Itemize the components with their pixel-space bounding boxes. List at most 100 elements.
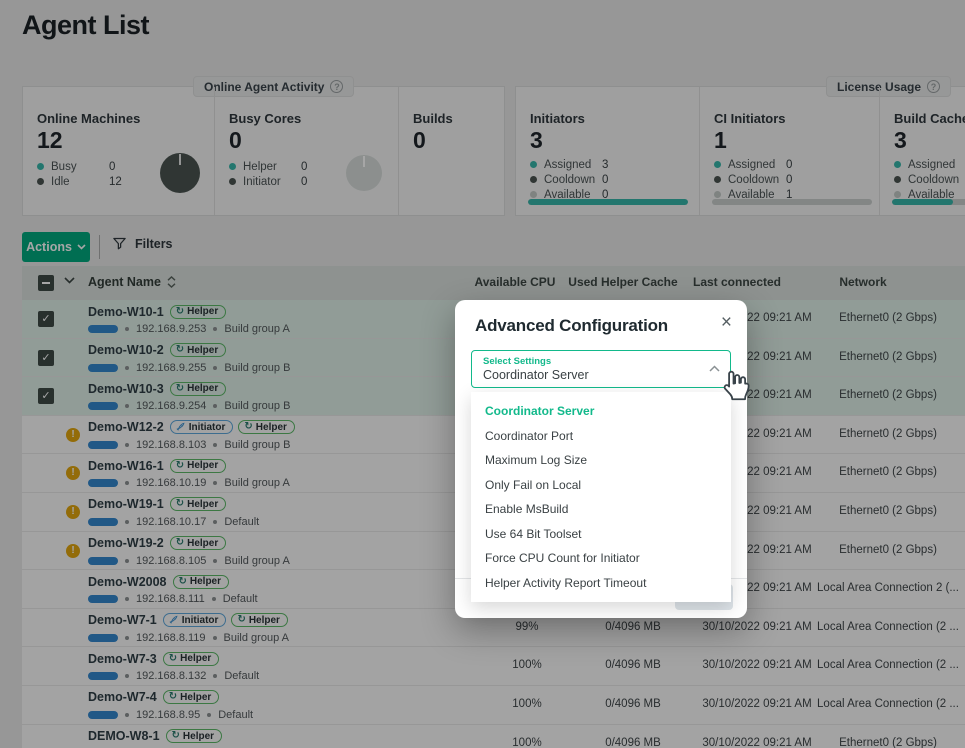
busy-dot (37, 163, 44, 170)
sync-icon: ↻ (175, 459, 185, 471)
cpu-allocation-bar (88, 595, 118, 604)
online-agent-activity-tab[interactable]: Online Agent Activity ? (193, 76, 355, 97)
agent-name[interactable]: Demo-W12-2 (88, 420, 164, 435)
settings-select[interactable]: Select Settings Coordinator Server (471, 350, 731, 388)
build-group: Build group B (224, 400, 291, 413)
network-cell: Local Area Connection (2 ... (817, 620, 959, 633)
table-row[interactable]: ✓ ! Demo-W7-3 ↻Helper 192.168.8.132 Defa… (22, 647, 965, 685)
agent-ip: 192.168.8.111 (136, 593, 205, 606)
chevron-down-icon (77, 244, 86, 250)
chevron-up-icon[interactable] (709, 365, 720, 372)
used-helper-cache-cell: 0/4096 MB (605, 620, 661, 633)
metric-legend: Assigned 3 Cooldown 0 Available 0 (530, 157, 608, 202)
badge-label: Helper (182, 730, 215, 742)
page-title: Agent List (22, 10, 150, 40)
agent-name[interactable]: Demo-W16-1 (88, 458, 164, 473)
close-icon[interactable]: × (720, 312, 732, 333)
row-checkbox[interactable]: ✓ (38, 388, 54, 405)
agent-name[interactable]: Demo-W19-2 (88, 536, 164, 551)
dropdown-option[interactable]: Use 64 Bit Toolset (485, 526, 582, 541)
cpu-allocation-bar (88, 710, 118, 719)
badge-label: Initiator (181, 614, 219, 626)
network-cell: Local Area Connection (2 ... (817, 659, 959, 672)
sync-icon: ↻ (175, 382, 185, 394)
helper-badge: ↻ Helper (231, 613, 288, 628)
badge-label: Helper (180, 653, 212, 665)
sync-icon: ↻ (175, 305, 185, 317)
agent-name[interactable]: Demo-W7-1 (88, 613, 157, 628)
agent-name[interactable]: DEMO-W8-1 (88, 729, 160, 744)
badge-label: Helper (187, 344, 219, 356)
selection-menu-chevron-icon[interactable] (64, 277, 75, 284)
row-checkbox[interactable]: ✓ (38, 311, 54, 327)
rocket-icon (176, 422, 186, 432)
select-all-checkbox[interactable] (38, 275, 54, 291)
available-cpu-cell: 100% (512, 736, 542, 748)
sync-icon: ↻ (237, 614, 246, 626)
filters-button[interactable]: Filters (112, 236, 173, 251)
legend-value: 3 (602, 158, 609, 171)
legend-value: 0 (602, 188, 609, 201)
legend-value: 12 (109, 175, 122, 188)
last-connected-cell: 30/10/2022 09:21 AM (702, 659, 812, 672)
busy-cores-metric: Busy Cores 0 Helper 0 Initiator 0 (214, 87, 398, 215)
toolbar-divider (99, 235, 100, 259)
cpu-allocation-bar (88, 440, 118, 449)
help-icon[interactable]: ? (330, 80, 344, 93)
dropdown-option[interactable]: Maximum Log Size (485, 453, 588, 467)
tab-label: Online Agent Activity (204, 79, 325, 94)
network-cell: Ethernet0 (2 Gbps) (839, 736, 937, 748)
dropdown-option[interactable]: Helper Activity Report Timeout (485, 575, 647, 590)
agent-name[interactable]: Demo-W7-4 (88, 690, 157, 705)
row-checkbox[interactable]: ✓ (38, 349, 54, 366)
sync-icon: ↻ (175, 344, 185, 356)
metric-legend: Helper 0 Initiator 0 (229, 159, 307, 189)
dropdown-option[interactable]: Enable MsBuild (485, 502, 569, 516)
column-header-used-helper-cache[interactable]: Used Helper Cache (568, 275, 678, 289)
last-connected-cell: 30/10/2022 09:21 AM (702, 697, 812, 710)
help-icon[interactable]: ? (927, 80, 941, 93)
build-group: Build group A (224, 554, 290, 567)
agent-ip: 192.168.8.95 (136, 708, 201, 721)
sync-icon: ↻ (171, 730, 180, 742)
actions-button[interactable]: Actions (22, 232, 90, 262)
agent-name[interactable]: Demo-W2008 (88, 574, 167, 589)
sync-icon: ↻ (175, 537, 185, 549)
dropdown-option[interactable]: Only Fail on Local (485, 477, 582, 492)
agent-name[interactable]: Demo-W10-1 (88, 304, 164, 319)
column-header-network[interactable]: Network (839, 275, 887, 289)
modal-title: Advanced Configuration (475, 316, 668, 335)
sort-icon[interactable] (167, 276, 176, 288)
table-row[interactable]: ✓ ! Demo-W7-4 ↻Helper 192.168.8.95 Defau… (22, 685, 965, 724)
agent-name[interactable]: Demo-W10-2 (88, 343, 164, 358)
agent-name[interactable]: Demo-W7-3 (88, 651, 157, 666)
helper-badge: ↻ Helper (162, 651, 220, 666)
legend-name: Assigned (728, 158, 776, 171)
table-row[interactable]: ✓ ! DEMO-W8-1 ↻Helper 192.168.9.252 Defa… (22, 724, 965, 748)
helper-badge: ↻ Helper (238, 420, 295, 435)
license-usage-tab[interactable]: License Usage ? (826, 76, 952, 97)
available-cpu-cell: 100% (512, 659, 542, 672)
agent-name[interactable]: Demo-W10-3 (88, 381, 164, 396)
sync-icon: ↻ (175, 498, 185, 510)
sync-icon: ↻ (168, 652, 178, 664)
used-helper-cache-cell: 0/4096 MB (605, 736, 661, 748)
legend-name: Helper (243, 160, 277, 173)
column-header-last-connected[interactable]: Last connected (692, 275, 782, 289)
legend-value: 1 (786, 188, 793, 201)
dropdown-option[interactable]: Coordinator Port (485, 428, 574, 443)
legend-name: Cooldown (544, 173, 596, 186)
metric-legend: Assigned 0 Cooldown 0 Available 1 (714, 157, 792, 202)
cpu-allocation-bar (88, 325, 118, 333)
column-header-available-cpu[interactable]: Available CPU (474, 275, 556, 289)
advanced-configuration-modal: Advanced Configuration × Select Settings… (455, 300, 747, 618)
agent-name[interactable]: Demo-W19-1 (88, 497, 164, 512)
network-cell: Ethernet0 (2 Gbps) (839, 427, 937, 440)
metric-label: Builds (413, 111, 453, 126)
badge-label: Helper (255, 421, 287, 433)
dropdown-option[interactable]: Force CPU Count for Initiator (485, 551, 640, 565)
badge-label: Helper (187, 537, 219, 549)
column-header-agent-name[interactable]: Agent Name (88, 275, 176, 289)
dropdown-option[interactable]: Coordinator Server (485, 404, 595, 418)
